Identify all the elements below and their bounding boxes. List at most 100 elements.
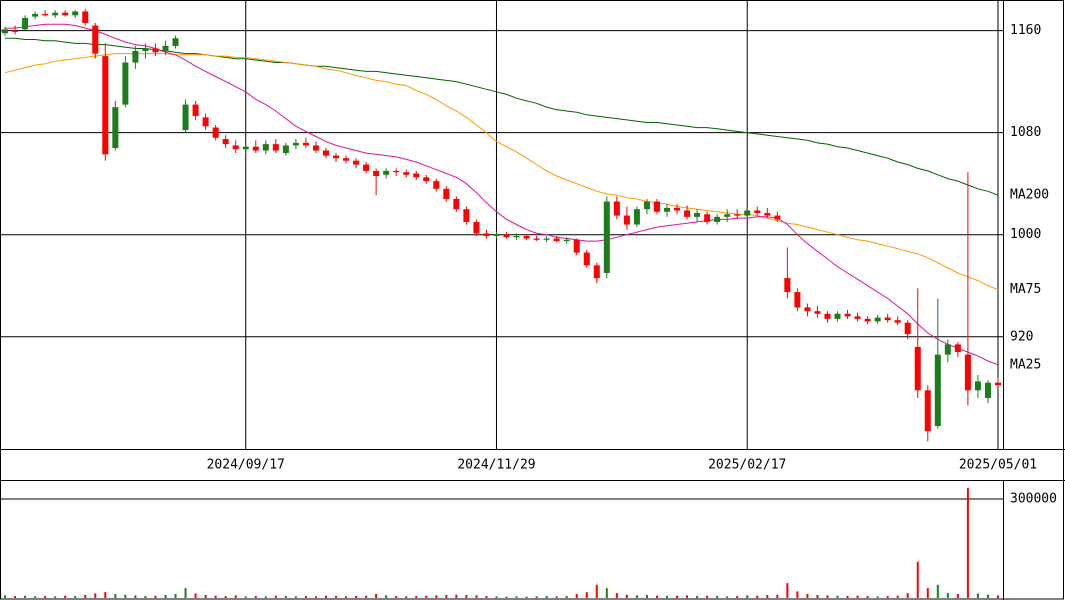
candle-body	[563, 239, 570, 242]
candle-body	[443, 188, 450, 199]
candle-body	[844, 313, 851, 317]
candle-body	[102, 56, 109, 155]
volume-bar	[986, 594, 989, 598]
candle-body	[423, 177, 430, 182]
volume-bar	[4, 595, 7, 598]
volume-bar	[946, 593, 949, 598]
volume-bar	[324, 595, 327, 598]
candle-body	[52, 12, 59, 16]
volume-bar	[866, 596, 869, 598]
volume-bar	[415, 596, 418, 598]
volume-bar	[605, 588, 608, 598]
volume-bar	[726, 596, 729, 598]
volume-bar	[294, 596, 297, 598]
candle-body	[192, 104, 199, 117]
legend-label: MA25	[1010, 357, 1041, 372]
volume-bar	[164, 595, 167, 598]
candle-body	[112, 107, 119, 148]
candle-body	[493, 234, 500, 236]
candle-body	[383, 170, 390, 175]
volume-bar	[24, 595, 27, 598]
volume-bar	[696, 596, 699, 598]
candle-body	[744, 210, 751, 216]
candle-body	[312, 145, 319, 151]
volume-bar	[846, 596, 849, 598]
candle-body	[623, 215, 630, 225]
y-tick-label: 1000	[1010, 227, 1041, 242]
candle-body	[734, 214, 741, 216]
volume-bar	[304, 596, 307, 598]
volume-bar	[826, 595, 829, 598]
candle-body	[302, 142, 309, 146]
candle-body	[824, 313, 831, 319]
volume-bar	[976, 593, 979, 598]
volume-bar	[485, 596, 488, 598]
volume-bar	[706, 595, 709, 598]
candle-body	[433, 181, 440, 189]
y-tick-label: 1160	[1010, 23, 1041, 38]
candle-body	[92, 25, 99, 54]
candle-body	[62, 12, 69, 16]
candle-body	[663, 207, 670, 212]
candle-body	[984, 382, 991, 398]
volume-bar	[856, 595, 859, 598]
candle-body	[884, 317, 891, 321]
candle-body	[242, 146, 249, 150]
volume-bar	[114, 594, 117, 598]
candle-body	[252, 146, 259, 151]
volume-bar	[254, 596, 257, 598]
candle-body	[924, 390, 931, 432]
volume-bar	[595, 584, 598, 598]
volume-bar	[495, 596, 498, 598]
volume-bar	[816, 595, 819, 598]
volume-bar	[425, 595, 428, 598]
candle-body	[914, 346, 921, 391]
candle-body	[22, 17, 29, 30]
volume-bar	[655, 595, 658, 598]
volume-bar	[926, 588, 929, 598]
candle-body	[814, 311, 821, 314]
volume-bar	[214, 595, 217, 598]
volume-bar	[34, 596, 37, 598]
candle-body	[804, 307, 811, 312]
candle-body	[232, 145, 239, 150]
volume-bar	[736, 596, 739, 598]
volume-bar	[525, 596, 528, 598]
volume-bar	[796, 591, 799, 598]
y-tick-label: 1080	[1010, 125, 1041, 140]
candle-body	[603, 201, 610, 273]
legend-label: MA75	[1010, 282, 1041, 297]
candle-body	[413, 173, 420, 178]
candle-body	[653, 201, 660, 212]
candle-body	[82, 11, 89, 23]
volume-bar	[896, 595, 899, 598]
volume-bar	[234, 595, 237, 598]
x-tick-label: 2024/11/29	[457, 458, 535, 473]
candle-body	[944, 344, 951, 355]
volume-bar	[335, 596, 338, 598]
volume-bar	[284, 596, 287, 598]
candle-body	[964, 354, 971, 391]
candle-body	[974, 381, 981, 391]
x-tick-label: 2025/05/01	[959, 458, 1037, 473]
candle-body	[724, 214, 731, 217]
volume-bar	[535, 596, 538, 598]
volume-bar	[184, 588, 187, 598]
volume-bar	[886, 596, 889, 598]
volume-bar	[264, 596, 267, 598]
volume-bar	[154, 595, 157, 598]
candle-body	[794, 292, 801, 308]
candle-body	[573, 239, 580, 253]
volume-bar	[876, 596, 879, 598]
volume-bar	[645, 595, 648, 598]
candle-body	[633, 209, 640, 225]
volume-bar	[14, 596, 17, 598]
candle-body	[262, 144, 269, 151]
candle-body	[473, 221, 480, 234]
candle-body	[784, 278, 791, 293]
volume-bar	[365, 595, 368, 598]
volume-bar	[555, 596, 558, 598]
